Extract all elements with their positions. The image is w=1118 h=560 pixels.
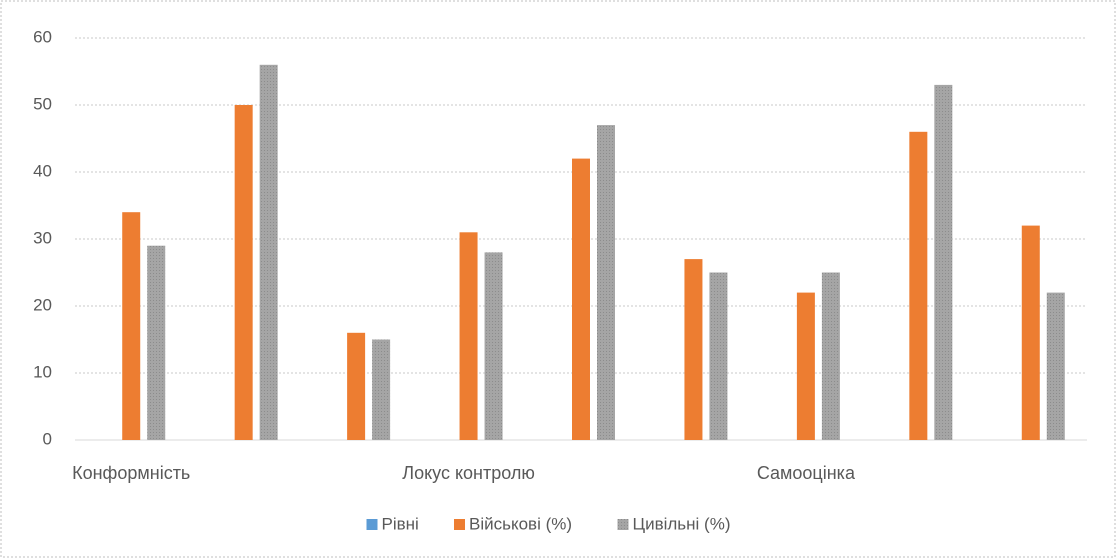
x-tick-label: Конформність bbox=[72, 463, 190, 483]
bar bbox=[259, 64, 278, 441]
bar bbox=[821, 272, 840, 440]
bar bbox=[459, 232, 478, 440]
bar bbox=[347, 332, 366, 440]
x-tick-label: Самооцінка bbox=[757, 463, 856, 483]
bar bbox=[147, 245, 166, 440]
y-tick-label: 0 bbox=[43, 429, 52, 448]
bar bbox=[597, 125, 615, 440]
bar bbox=[122, 212, 141, 440]
bar bbox=[934, 84, 953, 441]
y-tick-label: 30 bbox=[33, 228, 52, 247]
bar bbox=[684, 259, 703, 440]
x-tick-label: Локус контролю bbox=[402, 463, 535, 483]
bar bbox=[234, 105, 253, 440]
y-tick-label: 10 bbox=[33, 362, 52, 381]
y-tick-label: 60 bbox=[33, 27, 52, 46]
bar bbox=[796, 292, 815, 440]
bar bbox=[709, 272, 728, 440]
bar bbox=[572, 158, 590, 440]
y-tick-label: 50 bbox=[33, 94, 52, 113]
legend-swatch bbox=[454, 519, 465, 530]
bar bbox=[372, 339, 391, 440]
legend-swatch bbox=[617, 519, 629, 530]
bar bbox=[484, 252, 503, 440]
bar bbox=[909, 131, 928, 441]
y-tick-label: 20 bbox=[33, 295, 52, 314]
bar bbox=[1046, 292, 1065, 440]
legend-swatch bbox=[366, 519, 378, 530]
y-tick-label: 40 bbox=[33, 161, 52, 180]
legend-label: Рівні bbox=[382, 514, 419, 533]
bar bbox=[1021, 225, 1040, 440]
legend-label: Цивільні (%) bbox=[633, 514, 731, 533]
legend-label: Військові (%) bbox=[469, 514, 572, 533]
